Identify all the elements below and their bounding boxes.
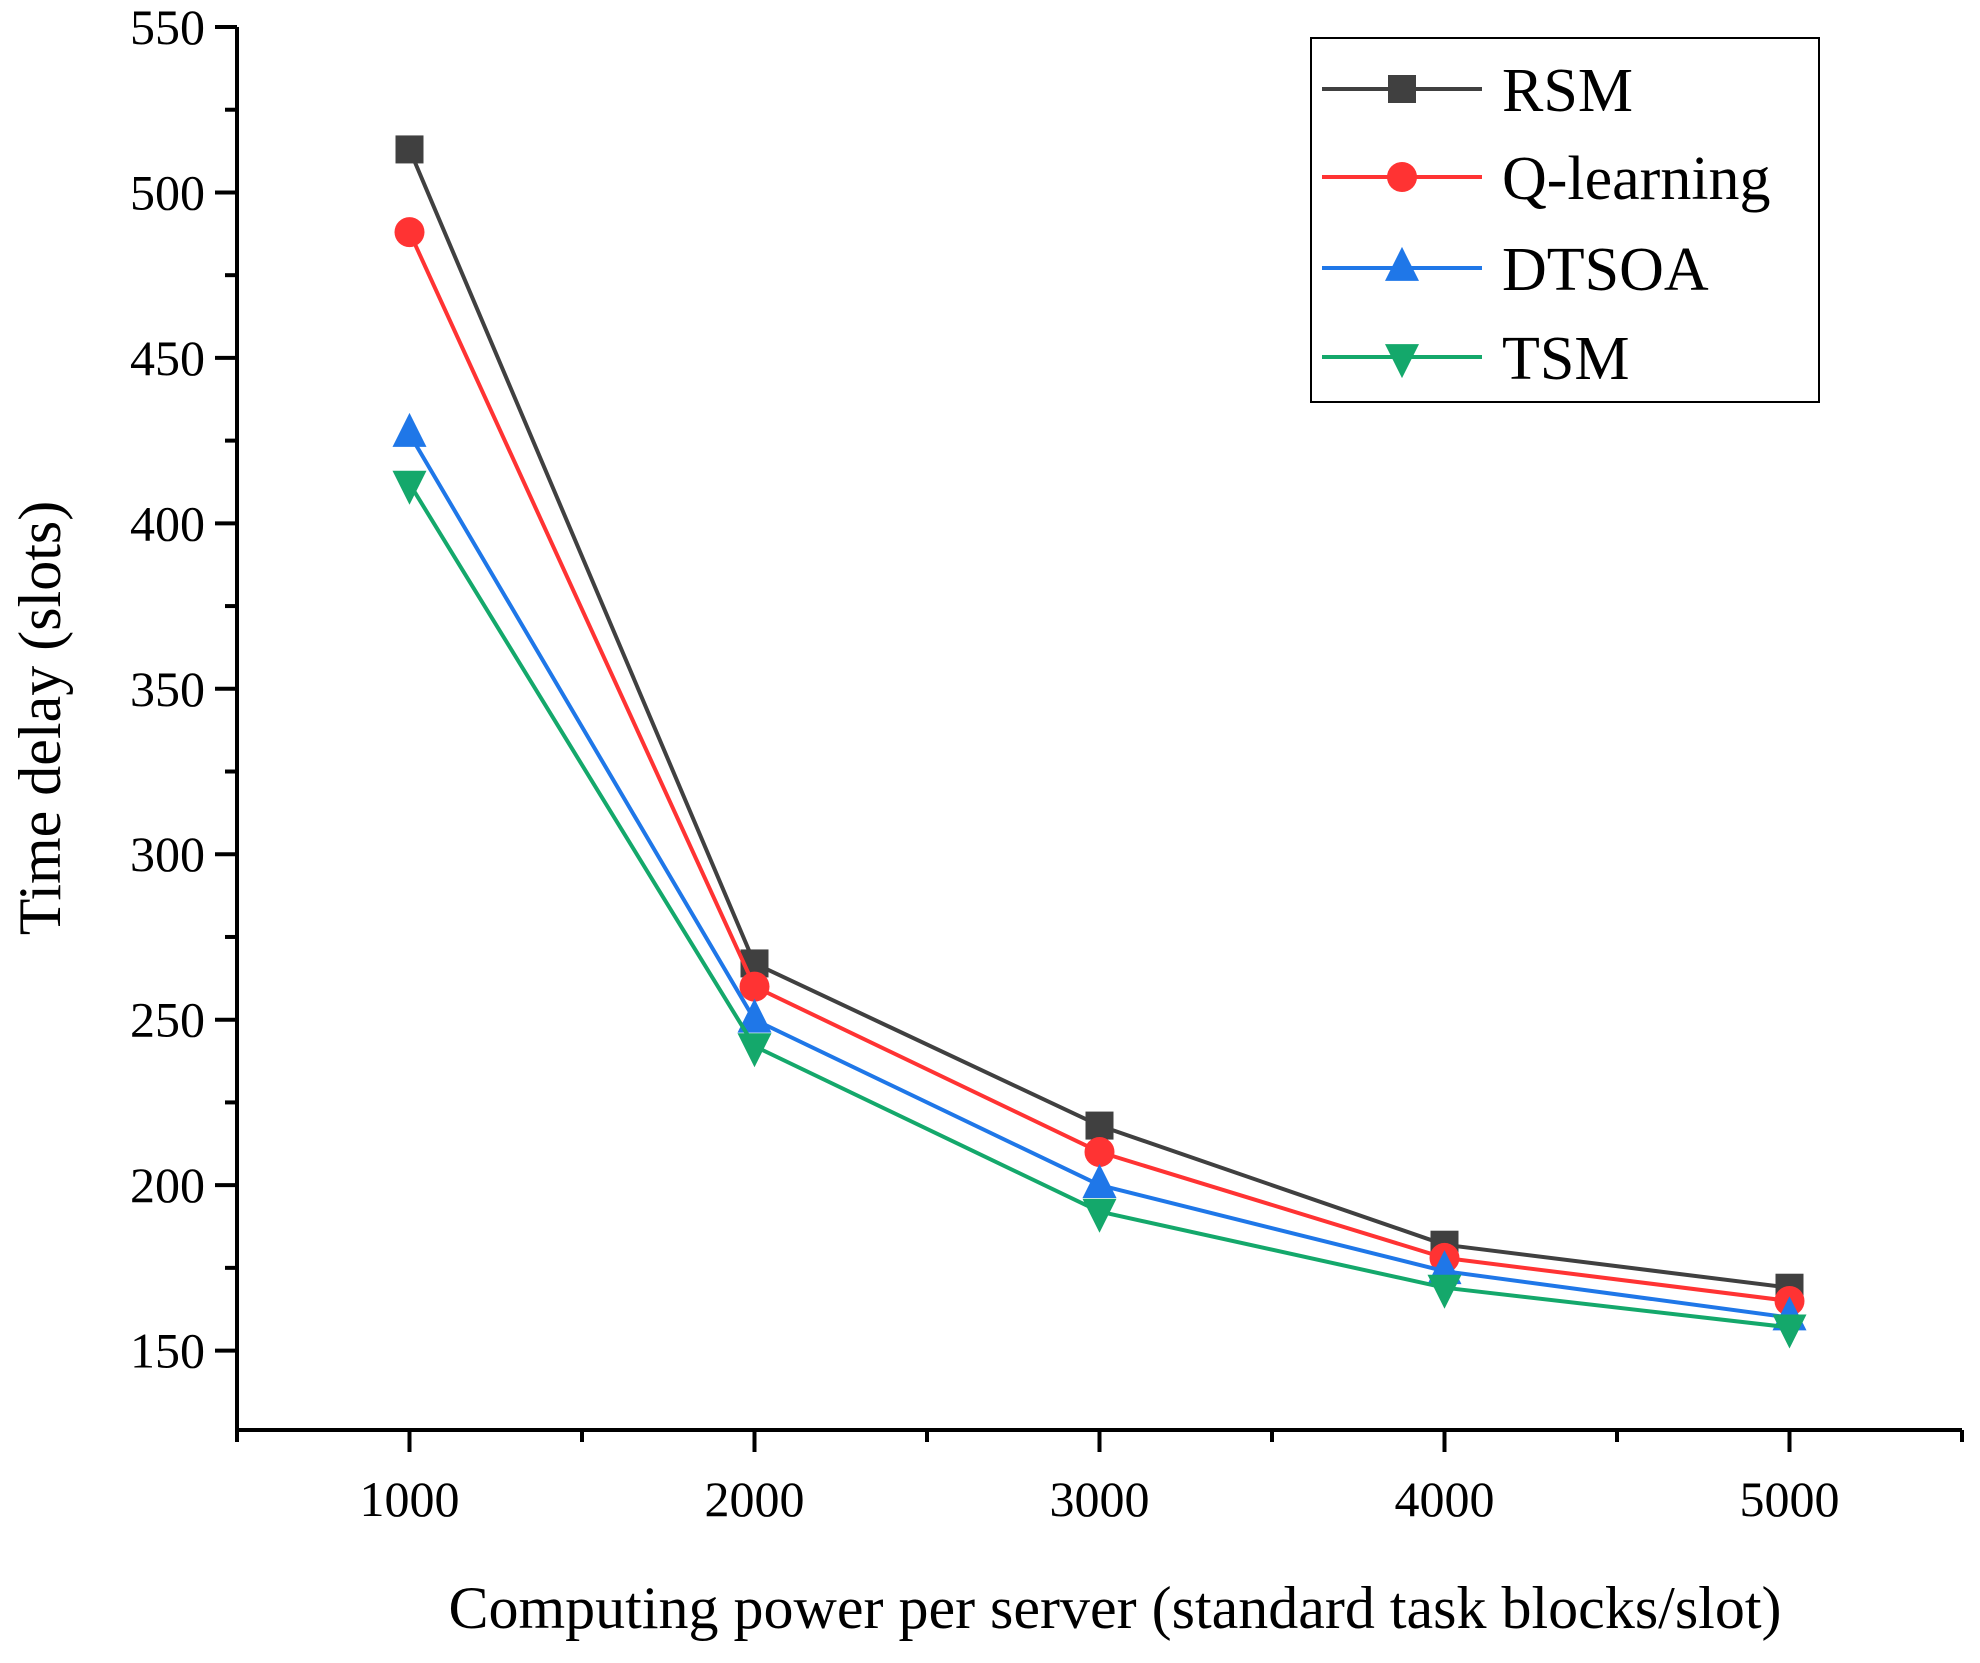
legend: RSM Q-learning DTSOA TSM xyxy=(1310,37,1820,403)
axes: 150 200 250 300 350 400 450 500 550 1000 2000 3000 4… xyxy=(130,0,1964,1527)
y-tick-label: 150 xyxy=(130,1323,205,1379)
legend-label: Q-learning xyxy=(1502,145,1771,213)
x-tick-label: 1000 xyxy=(360,1471,460,1527)
data-point-tsm xyxy=(1082,1198,1117,1233)
legend-marker xyxy=(1387,162,1417,192)
series-tsm xyxy=(392,470,1807,1349)
data-point-rsm xyxy=(1085,1111,1114,1140)
y-axis-label: Time delay (slots) xyxy=(7,501,73,935)
x-tick-label: 3000 xyxy=(1050,1471,1150,1527)
x-axis-label: Computing power per server (standard tas… xyxy=(448,1575,1781,1641)
data-point-tsm xyxy=(392,470,427,505)
legend-label: RSM xyxy=(1502,57,1633,125)
legend-label: DTSOA xyxy=(1502,236,1709,304)
data-point-q-learning xyxy=(1084,1137,1115,1168)
legend-marker xyxy=(1388,75,1416,103)
series-layer xyxy=(392,135,1807,1349)
data-point-dtsoa xyxy=(737,998,772,1033)
legend-marker xyxy=(1385,344,1419,379)
x-tick-label: 2000 xyxy=(705,1471,805,1527)
data-point-rsm xyxy=(395,135,424,164)
data-point-tsm xyxy=(1772,1314,1807,1349)
series-dtsoa xyxy=(392,412,1807,1331)
y-tick-label: 450 xyxy=(130,330,205,386)
data-point-q-learning xyxy=(394,217,425,248)
legend-label: TSM xyxy=(1502,325,1629,393)
x-tick-label: 4000 xyxy=(1395,1471,1495,1527)
y-tick-label: 550 xyxy=(130,0,205,55)
y-tick-label: 300 xyxy=(130,826,205,882)
y-tick-label: 250 xyxy=(130,992,205,1048)
y-tick-label: 400 xyxy=(130,495,205,551)
legend-item-dtsoa: DTSOA xyxy=(1322,236,1709,304)
legend-marker xyxy=(1385,246,1419,281)
y-tick-label: 200 xyxy=(130,1157,205,1213)
legend-item-q-learning: Q-learning xyxy=(1322,145,1771,213)
legend-item-rsm: RSM xyxy=(1322,57,1633,125)
data-point-tsm xyxy=(1427,1274,1462,1309)
data-point-tsm xyxy=(737,1033,772,1068)
y-tick-label: 500 xyxy=(130,164,205,220)
x-tick-label: 5000 xyxy=(1740,1471,1840,1527)
y-tick-label: 350 xyxy=(130,661,205,717)
data-point-dtsoa xyxy=(392,412,427,447)
data-point-dtsoa xyxy=(1082,1164,1117,1199)
data-point-q-learning xyxy=(739,971,770,1002)
legend-item-tsm: TSM xyxy=(1322,325,1629,393)
